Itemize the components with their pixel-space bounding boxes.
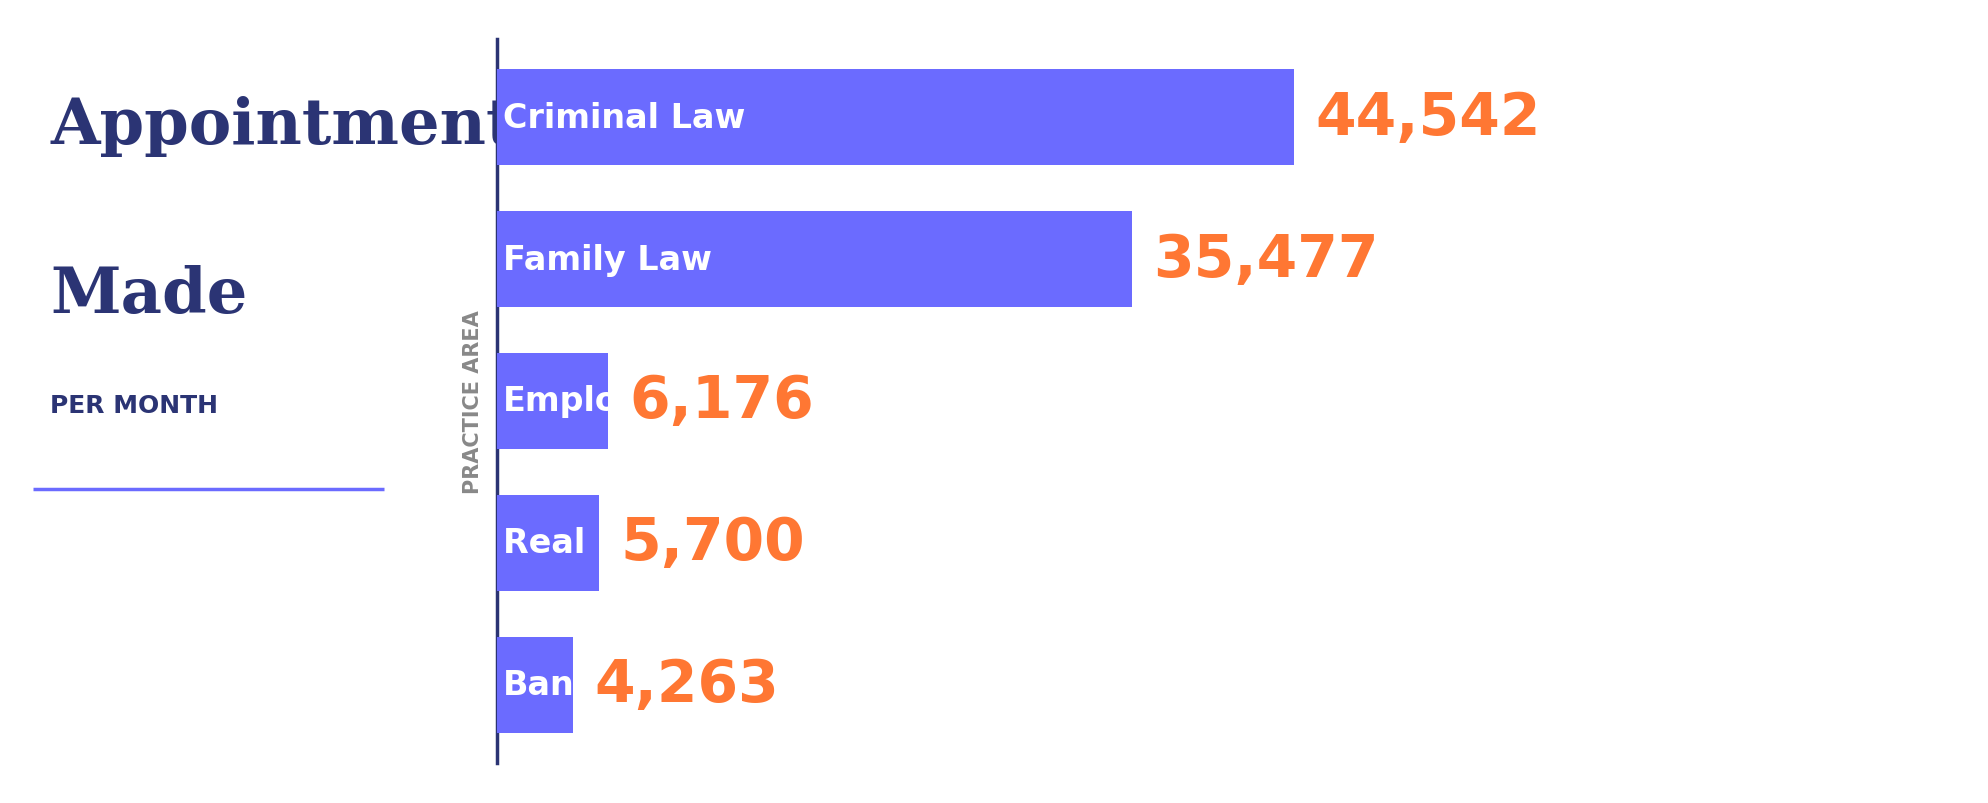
Text: Family Law: Family Law <box>503 243 712 276</box>
Text: 5,700: 5,700 <box>620 515 805 572</box>
Text: Employment: Employment <box>503 385 738 418</box>
Text: Criminal Law: Criminal Law <box>503 102 746 135</box>
Text: 44,542: 44,542 <box>1316 90 1541 147</box>
Bar <box>497 495 598 591</box>
Text: Made: Made <box>50 265 247 326</box>
Text: 4,263: 4,263 <box>594 656 779 713</box>
Text: Appointments: Appointments <box>50 96 551 157</box>
Y-axis label: PRACTICE AREA: PRACTICE AREA <box>463 310 483 493</box>
Text: PER MONTH: PER MONTH <box>50 393 219 418</box>
Text: Bankruptcy: Bankruptcy <box>503 668 718 701</box>
Bar <box>497 353 608 450</box>
Text: 6,176: 6,176 <box>628 373 813 430</box>
Bar <box>497 637 573 733</box>
Bar <box>497 70 1294 166</box>
Text: Real Estate: Real Estate <box>503 527 718 560</box>
Bar <box>497 212 1131 308</box>
Text: 35,477: 35,477 <box>1153 231 1380 288</box>
